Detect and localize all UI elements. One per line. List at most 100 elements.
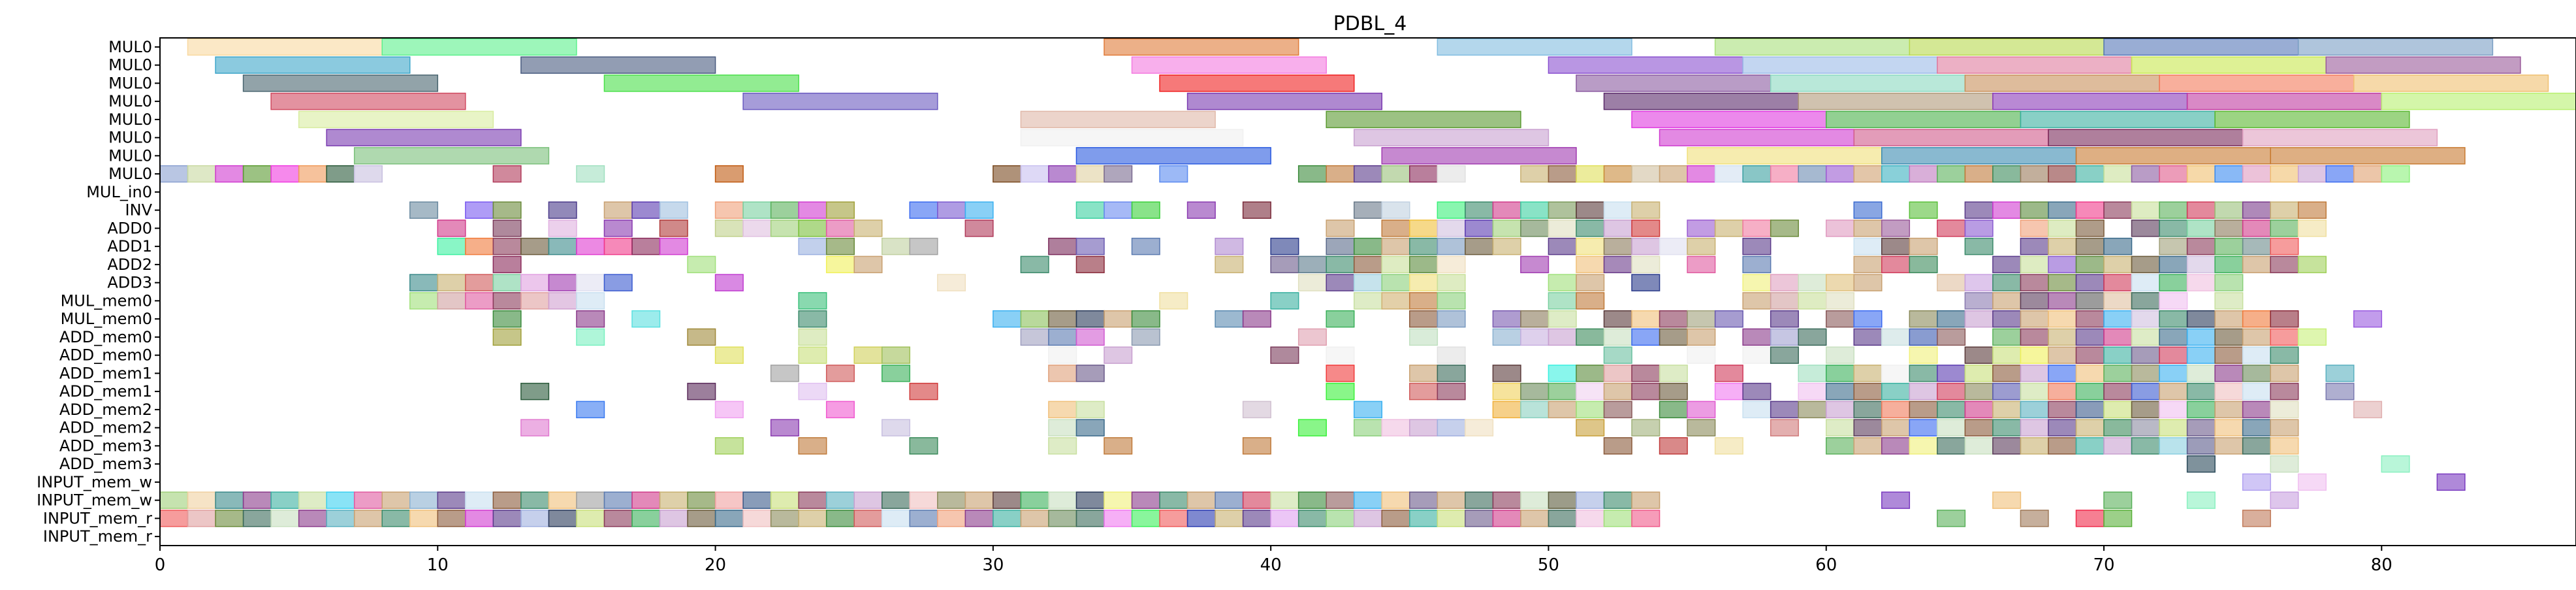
gantt-bar xyxy=(1687,237,1716,255)
gantt-bar xyxy=(1576,255,1605,274)
gantt-bar xyxy=(1353,255,1383,274)
gantt-bar xyxy=(1909,201,1938,219)
gantt-bar xyxy=(1770,274,1799,291)
gantt-bar xyxy=(1104,165,1133,183)
gantt-bar xyxy=(1075,491,1105,509)
gantt-bar xyxy=(993,491,1022,509)
gantt-bar xyxy=(2048,292,2077,310)
gantt-bar xyxy=(1881,165,1911,183)
gantt-bar xyxy=(2103,510,2133,527)
gantt-bar xyxy=(742,92,938,110)
gantt-bar xyxy=(2131,328,2160,346)
gantt-bar xyxy=(2103,382,2133,401)
gantt-bar xyxy=(2297,255,2327,274)
y-tick-label: ADD_mem2 xyxy=(59,419,152,437)
gantt-bar xyxy=(215,510,244,527)
gantt-bar xyxy=(2075,382,2105,401)
gantt-bar xyxy=(2186,165,2216,183)
gantt-bar xyxy=(2103,274,2133,291)
gantt-bar xyxy=(1297,274,1327,291)
gantt-bar xyxy=(1104,510,1133,527)
gantt-bar xyxy=(1992,201,2022,219)
gantt-bar xyxy=(381,491,411,509)
gantt-bar xyxy=(2075,274,2105,291)
gantt-bar xyxy=(1603,401,1632,419)
gantt-bar xyxy=(937,274,966,291)
gantt-bar xyxy=(1964,382,1994,401)
gantt-bar xyxy=(492,491,522,509)
gantt-bar xyxy=(1520,220,1550,237)
gantt-bar xyxy=(1881,255,1911,274)
gantt-bar xyxy=(2159,437,2188,455)
gantt-bar xyxy=(2270,165,2299,183)
gantt-bar xyxy=(2353,165,2383,183)
gantt-bar xyxy=(520,510,550,527)
x-tick-label: 60 xyxy=(1815,555,1837,575)
gantt-bar xyxy=(1131,328,1160,346)
gantt-bar xyxy=(2131,310,2160,328)
gantt-bar xyxy=(1937,56,2133,74)
gantt-bar xyxy=(2214,310,2244,328)
gantt-bar xyxy=(2075,328,2105,346)
gantt-bar xyxy=(2075,437,2105,455)
gantt-bar xyxy=(298,491,327,509)
gantt-bar xyxy=(1131,491,1160,509)
gantt-bar xyxy=(1964,310,1994,328)
gantt-bar xyxy=(1270,237,1299,255)
gantt-bar xyxy=(1381,237,1410,255)
gantt-bar xyxy=(1687,401,1716,419)
gantt-bar xyxy=(1465,237,1494,255)
gantt-bar xyxy=(1881,382,1911,401)
gantt-bar xyxy=(1548,491,1577,509)
gantt-bar xyxy=(1548,220,1577,237)
gantt-bar xyxy=(1548,310,1577,328)
gantt-bar xyxy=(1381,292,1410,310)
gantt-bar xyxy=(853,491,883,509)
gantt-bar xyxy=(2131,274,2160,291)
gantt-bar xyxy=(1548,56,1743,74)
gantt-bar xyxy=(2214,437,2244,455)
gantt-bar xyxy=(1909,237,1938,255)
gantt-bar xyxy=(1770,401,1799,419)
gantt-bar xyxy=(2186,92,2383,110)
gantt-bar xyxy=(631,237,661,255)
gantt-bar xyxy=(2020,220,2049,237)
gantt-bar xyxy=(1104,310,1133,328)
gantt-bar xyxy=(1631,328,1661,346)
gantt-bar xyxy=(215,491,244,509)
gantt-bar xyxy=(2020,382,2049,401)
gantt-bar xyxy=(798,310,827,328)
gantt-bar xyxy=(2020,165,2049,183)
gantt-bar xyxy=(1297,165,1327,183)
gantt-bar xyxy=(1353,292,1383,310)
gantt-bar xyxy=(1853,365,1883,382)
gantt-bar xyxy=(2242,220,2271,237)
gantt-bar xyxy=(1270,491,1299,509)
gantt-bar xyxy=(492,328,522,346)
gantt-bar xyxy=(2075,365,2105,382)
gantt-bar xyxy=(1825,165,1855,183)
gantt-bar xyxy=(1937,401,1966,419)
gantt-bar xyxy=(1465,201,1494,219)
y-tick-label: MUL_mem0 xyxy=(61,310,152,328)
gantt-bar xyxy=(1798,165,1827,183)
gantt-bar xyxy=(1603,237,1632,255)
gantt-bar xyxy=(1048,310,1077,328)
y-tick-label: ADD_mem1 xyxy=(59,364,152,382)
gantt-bar xyxy=(1742,255,1772,274)
gantt-bar xyxy=(2242,473,2271,491)
gantt-bar xyxy=(2353,310,2383,328)
gantt-bar xyxy=(1576,419,1605,436)
gantt-bar xyxy=(798,346,827,364)
gantt-bar xyxy=(1409,491,1439,509)
gantt-bar xyxy=(465,292,494,310)
gantt-bar xyxy=(1714,38,1911,56)
gantt-bar xyxy=(1465,419,1494,436)
gantt-bar xyxy=(1409,419,1439,436)
gantt-bar xyxy=(1881,401,1911,419)
gantt-bar xyxy=(881,346,911,364)
gantt-bar xyxy=(2075,255,2105,274)
gantt-bar xyxy=(2103,310,2133,328)
y-tick-label: INV xyxy=(125,201,153,220)
gantt-bar xyxy=(1492,510,1521,527)
